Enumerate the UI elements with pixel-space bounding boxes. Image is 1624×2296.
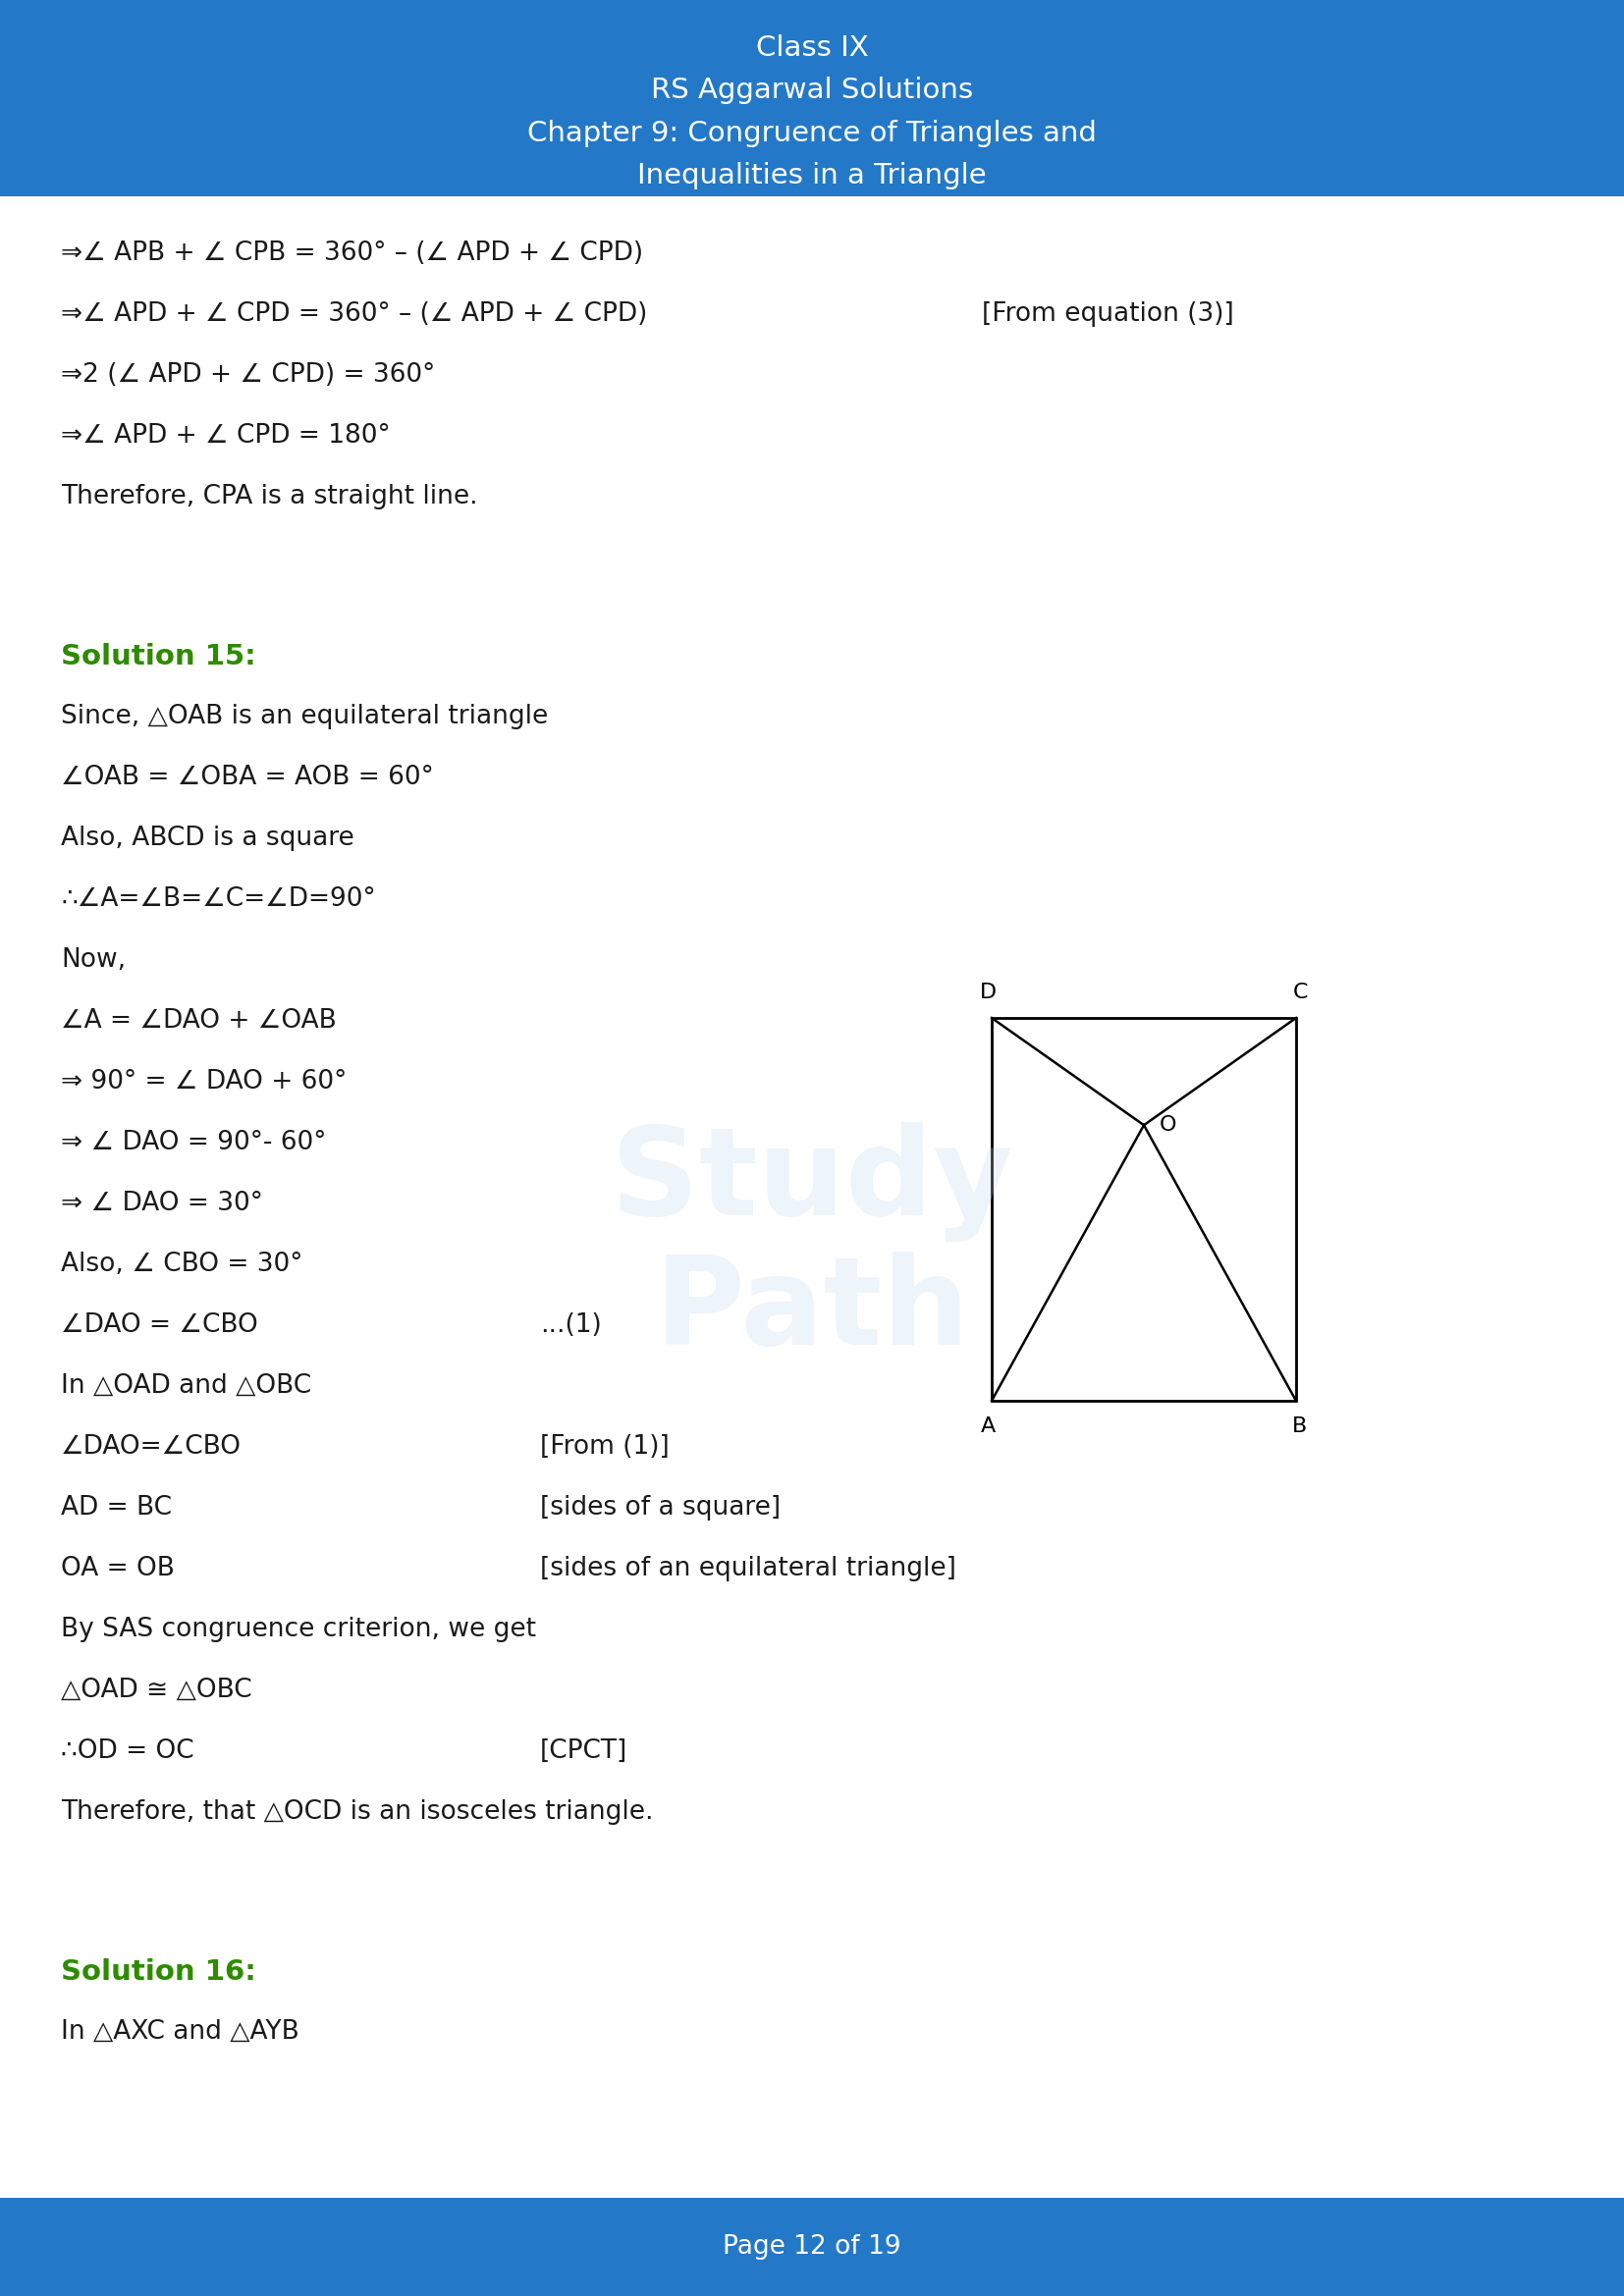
Text: ∠A = ∠DAO + ∠OAB: ∠A = ∠DAO + ∠OAB <box>60 1008 336 1033</box>
Text: Also, ABCD is a square: Also, ABCD is a square <box>60 827 354 852</box>
Text: AD = BC: AD = BC <box>60 1495 172 1520</box>
Text: ∠DAO = ∠CBO: ∠DAO = ∠CBO <box>60 1313 258 1339</box>
Text: ⇒∠ APD + ∠ CPD = 360° – (∠ APD + ∠ CPD): ⇒∠ APD + ∠ CPD = 360° – (∠ APD + ∠ CPD) <box>60 301 648 326</box>
Text: ⇒ ∠ DAO = 90°- 60°: ⇒ ∠ DAO = 90°- 60° <box>60 1130 326 1155</box>
Text: [From equation (3)]: [From equation (3)] <box>983 301 1234 326</box>
Text: D: D <box>979 983 996 1003</box>
Text: ∠OAB = ∠OBA = AOB = 60°: ∠OAB = ∠OBA = AOB = 60° <box>60 765 434 790</box>
Text: C: C <box>1293 983 1307 1003</box>
Text: [sides of an equilateral triangle]: [sides of an equilateral triangle] <box>541 1557 957 1582</box>
Text: ∴∠A=∠B=∠C=∠D=90°: ∴∠A=∠B=∠C=∠D=90° <box>60 886 375 912</box>
Text: ⇒∠ APD + ∠ CPD = 180°: ⇒∠ APD + ∠ CPD = 180° <box>60 422 390 448</box>
Text: Class IX: Class IX <box>755 34 869 62</box>
Text: Chapter 9: Congruence of Triangles and: Chapter 9: Congruence of Triangles and <box>528 119 1096 147</box>
Text: Inequalities in a Triangle: Inequalities in a Triangle <box>637 163 987 191</box>
Text: Since, △OAB is an equilateral triangle: Since, △OAB is an equilateral triangle <box>60 705 549 730</box>
Text: In △AXC and △AYB: In △AXC and △AYB <box>60 2018 299 2046</box>
Text: OA = OB: OA = OB <box>60 1557 175 1582</box>
Text: By SAS congruence criterion, we get: By SAS congruence criterion, we get <box>60 1616 536 1642</box>
Text: Therefore, CPA is a straight line.: Therefore, CPA is a straight line. <box>60 484 477 510</box>
Text: Page 12 of 19: Page 12 of 19 <box>723 2234 901 2259</box>
Text: ⇒ ∠ DAO = 30°: ⇒ ∠ DAO = 30° <box>60 1192 263 1217</box>
Text: Study
Path: Study Path <box>611 1123 1013 1371</box>
Bar <box>0 197 1624 2197</box>
Text: Also, ∠ CBO = 30°: Also, ∠ CBO = 30° <box>60 1251 302 1277</box>
Text: [CPCT]: [CPCT] <box>541 1738 627 1763</box>
Text: △OAD ≅ △OBC: △OAD ≅ △OBC <box>60 1678 252 1704</box>
Text: [From (1)]: [From (1)] <box>541 1435 669 1460</box>
Bar <box>0 2197 1624 2296</box>
Text: RS Aggarwal Solutions: RS Aggarwal Solutions <box>651 76 973 103</box>
Text: O: O <box>1160 1116 1177 1134</box>
Text: ∴OD = OC: ∴OD = OC <box>60 1738 193 1763</box>
Text: ⇒ 90° = ∠ DAO + 60°: ⇒ 90° = ∠ DAO + 60° <box>60 1070 348 1095</box>
Text: Therefore, that △OCD is an isosceles triangle.: Therefore, that △OCD is an isosceles tri… <box>60 1800 653 1825</box>
Text: In △OAD and △OBC: In △OAD and △OBC <box>60 1373 312 1398</box>
Text: ⇒∠ APB + ∠ CPB = 360° – (∠ APD + ∠ CPD): ⇒∠ APB + ∠ CPB = 360° – (∠ APD + ∠ CPD) <box>60 241 643 266</box>
Text: B: B <box>1293 1417 1307 1435</box>
Text: ...(1): ...(1) <box>541 1313 601 1339</box>
Text: Now,: Now, <box>60 948 125 974</box>
Text: ⇒2 (∠ APD + ∠ CPD) = 360°: ⇒2 (∠ APD + ∠ CPD) = 360° <box>60 363 435 388</box>
Text: Solution 16:: Solution 16: <box>60 1958 257 1986</box>
Text: [sides of a square]: [sides of a square] <box>541 1495 781 1520</box>
Text: ∠DAO=∠CBO: ∠DAO=∠CBO <box>60 1435 242 1460</box>
Text: A: A <box>981 1417 996 1435</box>
Bar <box>0 0 1624 197</box>
Text: Solution 15:: Solution 15: <box>60 643 257 670</box>
